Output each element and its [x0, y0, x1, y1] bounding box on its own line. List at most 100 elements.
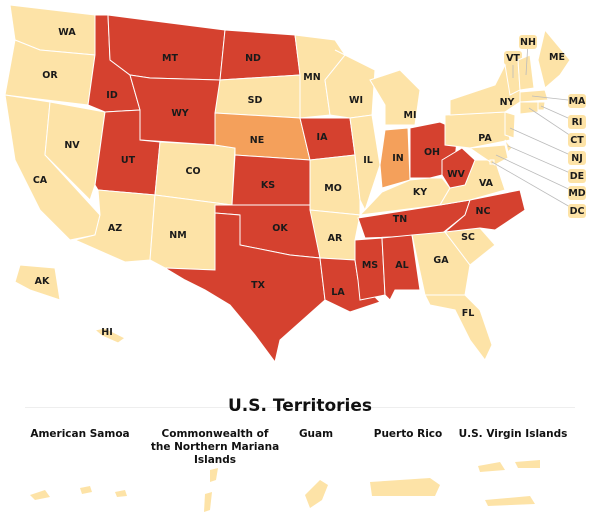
territory-name: American Samoa [30, 428, 130, 440]
leader-line [491, 161, 578, 212]
state-label: NH [520, 37, 536, 48]
state-label: OH [424, 147, 440, 158]
leader-line [495, 154, 578, 194]
leader-line [507, 145, 578, 177]
label-box [504, 51, 522, 65]
state-label: TX [251, 280, 265, 291]
state-label: DC [570, 206, 585, 217]
state[interactable] [107, 14, 226, 81]
state-label: CA [33, 175, 48, 186]
state[interactable] [309, 154, 361, 216]
territory-shape[interactable] [370, 478, 440, 496]
state[interactable] [14, 264, 61, 301]
state[interactable] [358, 177, 451, 216]
state-label: NE [250, 135, 264, 146]
state-label: IA [317, 132, 329, 143]
divider [25, 407, 575, 408]
state-label: MS [362, 260, 378, 271]
state-label: ND [245, 53, 261, 64]
territory-shape[interactable] [30, 490, 50, 500]
territory-name: Commonwealth of the Northern Mariana Isl… [150, 428, 280, 466]
state-label: ID [106, 90, 118, 101]
state[interactable] [443, 189, 526, 233]
state-label: UT [121, 155, 136, 166]
label-box [568, 133, 586, 147]
state-label: HI [101, 327, 113, 338]
state-label: AK [35, 276, 50, 287]
state-label: AL [395, 260, 408, 271]
state[interactable] [441, 147, 476, 189]
state[interactable] [468, 144, 509, 166]
state-label: MD [568, 188, 585, 199]
state-label: MN [303, 72, 320, 83]
state-label: GA [433, 255, 449, 266]
state-label: NC [476, 206, 491, 217]
label-box [568, 204, 586, 218]
state-label: OK [272, 223, 288, 234]
state-label: CO [185, 166, 200, 177]
state[interactable] [504, 111, 516, 139]
state-label: MT [162, 53, 178, 64]
state[interactable] [369, 69, 421, 126]
state-label: FL [462, 308, 475, 319]
territory-shape[interactable] [210, 468, 218, 482]
territory-shape[interactable] [204, 492, 212, 512]
leader-line [509, 127, 578, 159]
territory-shape[interactable] [115, 490, 127, 497]
territories-title: U.S. Territories [227, 396, 372, 416]
state-label: PA [478, 133, 492, 144]
state-label: MA [569, 96, 586, 107]
territory-name: Puerto Rico [373, 428, 443, 440]
state-label: ME [549, 52, 565, 63]
state-label: LA [331, 287, 345, 298]
state[interactable] [324, 49, 376, 119]
label-box [568, 115, 586, 129]
territory-shape[interactable] [485, 496, 535, 506]
state[interactable] [537, 28, 571, 89]
label-box [568, 186, 586, 200]
state-label: SC [461, 232, 475, 243]
label-box [568, 169, 586, 183]
state-label: MO [324, 183, 342, 194]
state[interactable] [93, 327, 126, 344]
label-box [568, 151, 586, 165]
state-label: WI [349, 95, 363, 106]
territory-shape[interactable] [305, 480, 328, 508]
state-label: NM [169, 230, 186, 241]
territory-name: Guam [298, 428, 334, 440]
state-label: WV [447, 169, 465, 180]
state-label: IL [363, 155, 373, 166]
label-box [519, 35, 537, 49]
state-label: NJ [571, 153, 583, 164]
state-label: SD [248, 95, 263, 106]
state-label: WY [171, 108, 188, 119]
territory-shape[interactable] [478, 462, 505, 472]
state[interactable] [424, 294, 493, 361]
state-label: IN [392, 153, 404, 164]
state-label: KY [413, 187, 427, 198]
state-label: NY [500, 97, 515, 108]
state-label: OR [42, 70, 58, 81]
state-label: AR [328, 233, 343, 244]
state-label: TN [393, 214, 407, 225]
state[interactable] [299, 117, 356, 161]
state-label: DE [570, 171, 584, 182]
state[interactable] [379, 127, 411, 189]
state[interactable] [44, 101, 106, 201]
state-label: WA [58, 27, 76, 38]
state-label: NV [64, 140, 80, 151]
state-label: AZ [108, 223, 122, 234]
state[interactable] [411, 231, 471, 296]
label-box [568, 94, 586, 108]
state-label: VA [479, 178, 494, 189]
state-label: KS [261, 180, 275, 191]
territory-shape[interactable] [80, 486, 92, 494]
territory-name: U.S. Virgin Islands [458, 428, 568, 440]
state-label: CT [570, 135, 584, 146]
state-label: RI [572, 117, 583, 128]
state-label: MI [404, 110, 417, 121]
territory-shape[interactable] [515, 460, 540, 468]
state-label: VT [506, 53, 520, 64]
